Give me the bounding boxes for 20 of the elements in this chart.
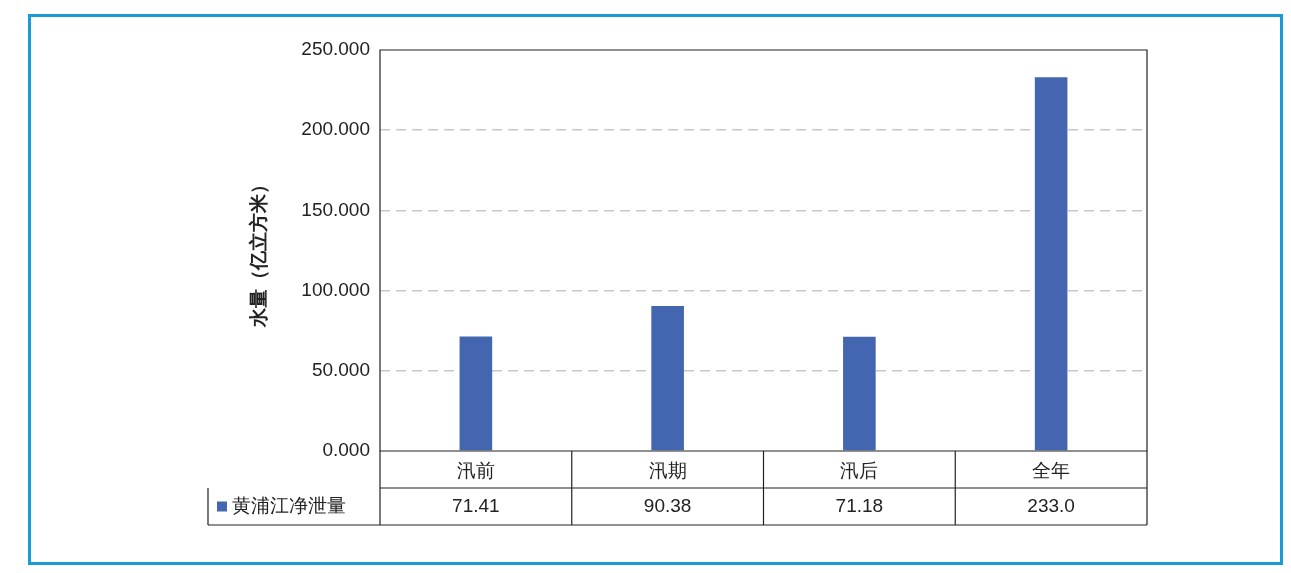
bar — [459, 336, 493, 451]
data-label: 71.18 — [835, 494, 884, 516]
data-label: 90.38 — [643, 494, 692, 516]
y-tick-label: 250.000 — [301, 38, 370, 60]
y-tick-label: 200.000 — [301, 118, 370, 140]
x-tick-label: 汛前 — [456, 459, 495, 481]
x-tick-label: 全年 — [1032, 459, 1071, 481]
y-tick-label: 150.000 — [301, 198, 370, 220]
legend-label: 黄浦江净泄量 — [232, 494, 346, 516]
data-label: 233.0 — [1027, 494, 1075, 516]
x-tick-label: 汛后 — [840, 459, 879, 481]
bar — [651, 306, 684, 451]
x-tick-label: 汛期 — [648, 459, 687, 481]
y-tick-label: 100.000 — [301, 278, 370, 300]
y-tick-label: 0.000 — [322, 439, 370, 461]
bar — [1034, 77, 1068, 451]
data-label: 71.41 — [452, 494, 500, 516]
y-tick-label: 50.000 — [311, 359, 370, 381]
y-axis-title: 水量（亿立方米） — [247, 174, 269, 328]
bar — [843, 336, 876, 451]
